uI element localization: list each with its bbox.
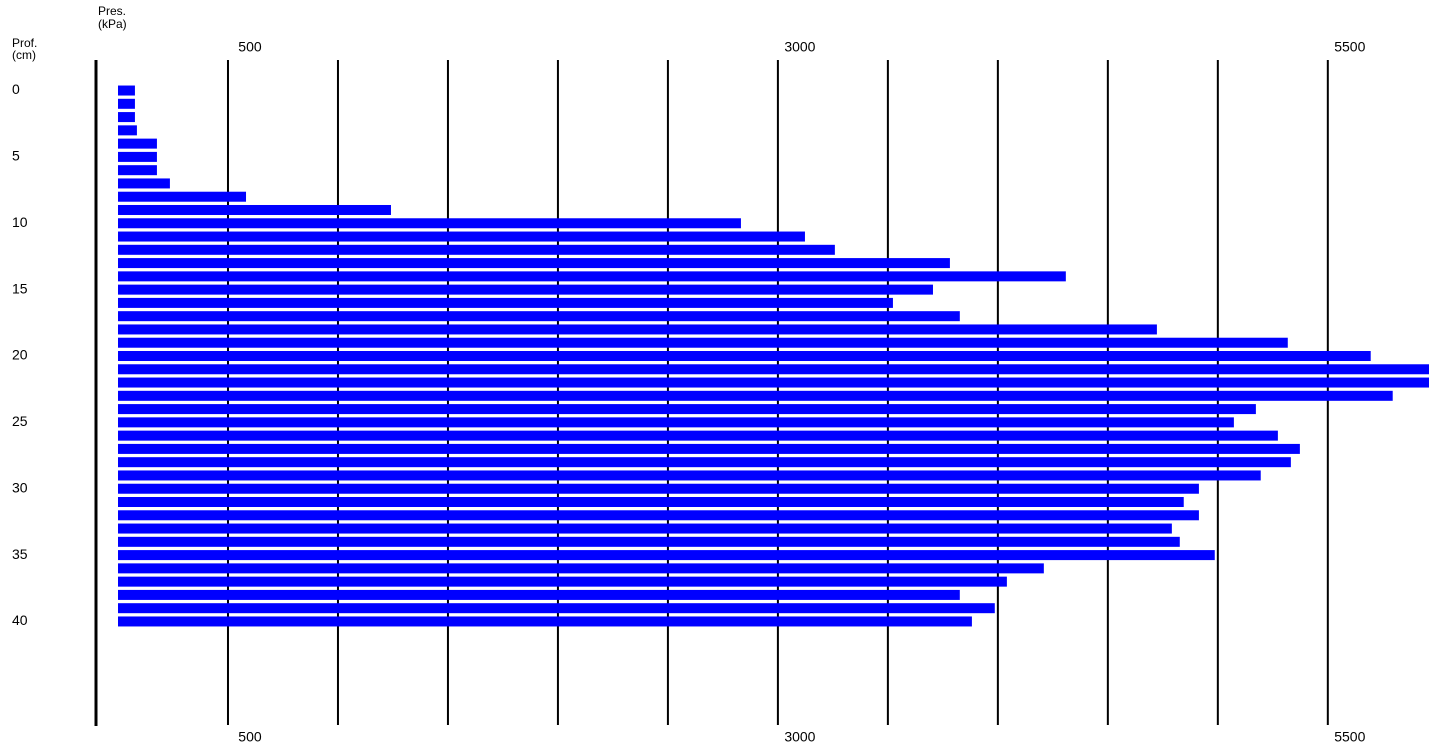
bar [118, 311, 960, 322]
bar [118, 151, 157, 162]
bar [118, 457, 1291, 468]
y-tick-label: 10 [12, 214, 28, 230]
bar [118, 191, 247, 202]
x-tick-label: 5500 [1334, 39, 1365, 55]
x-axis-label: Pres. [98, 4, 126, 18]
y-tick-label: 0 [12, 81, 20, 97]
bar [118, 244, 835, 255]
bar [118, 85, 135, 96]
bar [118, 470, 1261, 481]
bar [118, 125, 137, 136]
bar [118, 297, 893, 308]
x-tick-label: 5500 [1334, 729, 1365, 745]
bar [118, 523, 1172, 534]
y-tick-label: 20 [12, 347, 28, 363]
y-tick-label: 35 [12, 546, 28, 562]
bar [118, 231, 805, 242]
x-tick-label: 3000 [784, 729, 815, 745]
bar [118, 510, 1199, 521]
bar [118, 390, 1393, 401]
bar [118, 364, 1429, 375]
bar [118, 603, 995, 614]
bar [118, 589, 960, 600]
bar [118, 337, 1288, 348]
y-tick-label: 40 [12, 612, 28, 628]
bar [118, 218, 741, 229]
y-tick-label: 30 [12, 479, 28, 495]
bar [118, 178, 170, 189]
bar [118, 204, 391, 215]
bar [118, 483, 1199, 494]
bar [118, 443, 1300, 454]
y-axis-label: (cm) [12, 48, 36, 62]
bar [118, 324, 1157, 335]
bar [118, 536, 1180, 547]
bar [118, 165, 157, 176]
bar [118, 98, 135, 109]
bar [118, 404, 1256, 415]
bar [118, 258, 950, 269]
bar [118, 497, 1184, 508]
bar [118, 350, 1371, 361]
y-axis-label: Prof. [12, 36, 37, 50]
bar [118, 417, 1234, 428]
bar [118, 550, 1215, 561]
bar [118, 563, 1044, 574]
x-tick-label: 500 [238, 39, 262, 55]
y-tick-label: 25 [12, 413, 28, 429]
bar [118, 112, 135, 123]
bar [118, 616, 972, 627]
bar [118, 271, 1066, 282]
bar [118, 576, 1007, 587]
y-tick-label: 5 [12, 148, 20, 164]
x-tick-label: 500 [238, 729, 262, 745]
bar [118, 377, 1429, 388]
bar [118, 138, 157, 149]
x-axis-label: (kPa) [98, 17, 127, 31]
y-tick-label: 15 [12, 280, 28, 296]
bar [118, 284, 933, 295]
bar [118, 430, 1278, 441]
x-tick-label: 3000 [784, 39, 815, 55]
